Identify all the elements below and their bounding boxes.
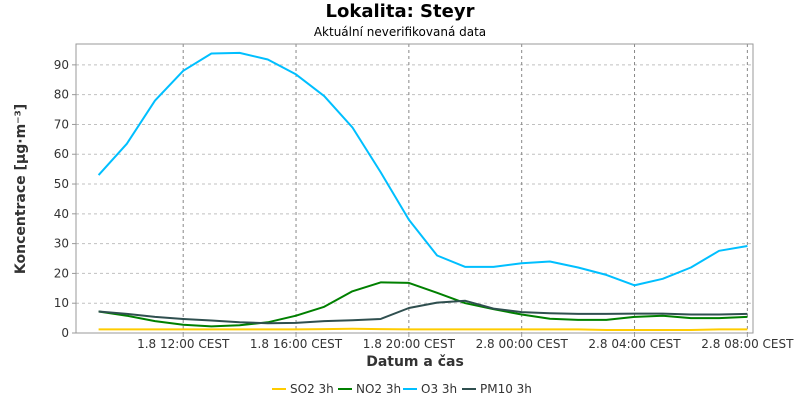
x-tick-label: 1.8 16:00 CEST <box>250 337 343 351</box>
y-tick-label: 80 <box>54 88 69 102</box>
x-tick-label: 2.8 08:00 CEST <box>701 337 794 351</box>
y-tick-label: 10 <box>54 296 69 310</box>
x-tick-label: 2.8 04:00 CEST <box>588 337 681 351</box>
legend-label-so2: SO2 3h <box>290 382 334 396</box>
chart-subtitle: Aktuální neverifikovaná data <box>314 25 486 39</box>
y-tick-label: 30 <box>54 237 69 251</box>
chart-title: Lokalita: Steyr <box>326 1 475 22</box>
y-tick-label: 60 <box>54 147 69 161</box>
x-axis-title: Datum a čas <box>366 354 464 370</box>
x-tick-label: 1.8 20:00 CEST <box>363 337 456 351</box>
legend-label-no2: NO2 3h <box>356 382 401 396</box>
grid <box>76 44 753 333</box>
axes: 0 10 20 30 40 50 60 70 80 90 1.8 12:00 CEST 1.8 16:… <box>54 58 794 351</box>
legend: SO2 3h NO2 3h O3 3h PM10 3h <box>272 382 532 396</box>
legend-label-pm10: PM10 3h <box>480 382 532 396</box>
y-tick-label: 50 <box>54 177 69 191</box>
x-tick-label: 1.8 12:00 CEST <box>137 337 230 351</box>
y-tick-label: 70 <box>54 117 69 131</box>
series-line-no2 <box>98 281 748 328</box>
legend-label-o3: O3 3h <box>421 382 457 396</box>
series-lines <box>97 51 748 331</box>
x-tick-label: 2.8 00:00 CEST <box>476 337 569 351</box>
y-tick-label: 90 <box>54 58 69 72</box>
plot-area <box>75 43 754 334</box>
series-line-o3 <box>97 51 748 287</box>
y-tick-label: 0 <box>61 326 69 340</box>
series-line-so2 <box>98 327 748 331</box>
y-tick-label: 20 <box>54 266 69 280</box>
y-tick-label: 40 <box>54 207 69 221</box>
y-axis-title: Koncentrace [µg·m⁻³] <box>13 104 29 274</box>
series-line-pm10 <box>98 299 748 325</box>
